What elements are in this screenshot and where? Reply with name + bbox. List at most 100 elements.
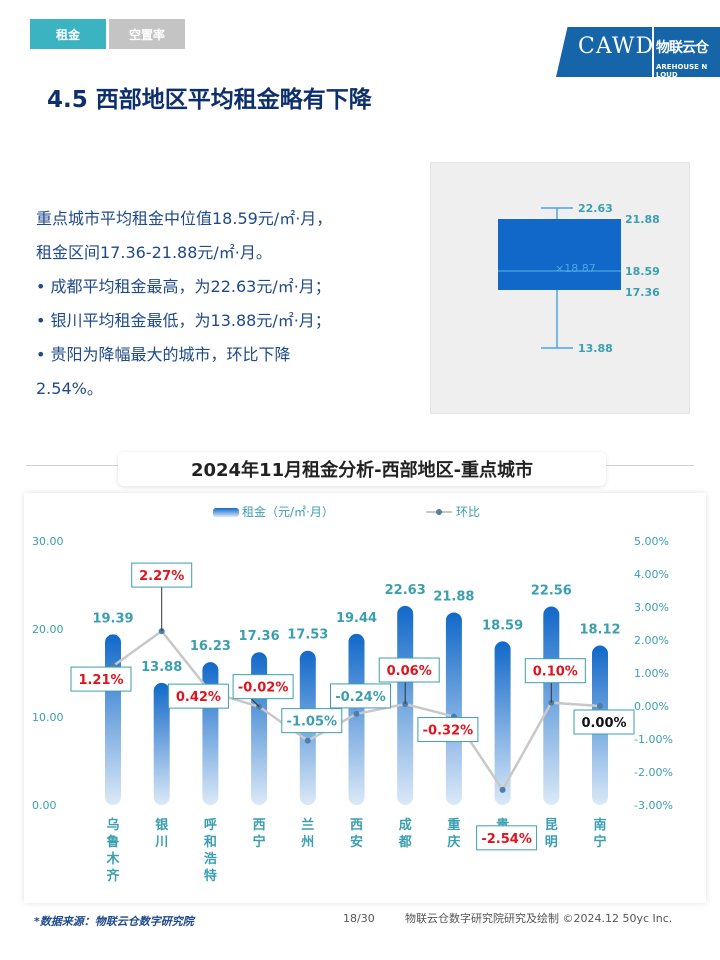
boxplot-mean-label: ×18.87 (555, 262, 596, 275)
mom-label: -0.02% (238, 681, 289, 696)
mom-label-leader (250, 698, 260, 708)
rent-bar (543, 606, 560, 805)
rent-bar-label: 19.39 (92, 611, 133, 626)
tab-rent[interactable]: 租金 (30, 19, 106, 49)
rent-bar (105, 634, 121, 805)
rent-bar-label: 18.12 (579, 623, 620, 638)
tab-vacancy-rate[interactable]: 空置率 (109, 19, 185, 49)
summary-bullet: • 贵阳为降幅最大的城市，环比下降 (36, 345, 291, 364)
rent-bar-label: 22.63 (385, 583, 426, 598)
mom-label-box (281, 708, 343, 734)
rent-bar (153, 682, 170, 805)
rent-bar-label: 17.53 (287, 628, 328, 643)
x-tick-label: 西安 (350, 818, 363, 850)
mom-label: 2.27% (139, 569, 184, 584)
y-right-tick-label: 0.00% (634, 700, 669, 713)
footer-credit: 物联云仓数字研究院研究及绘制 ©2024.12 50yc Inc. (405, 912, 673, 925)
y-right-tick-label: -1.00% (634, 733, 673, 746)
mom-label-box (524, 658, 586, 684)
y-left-tick-label: 30.00 (32, 535, 64, 548)
mom-label-box (70, 666, 132, 692)
y-right-tick-label: 1.00% (634, 667, 669, 680)
chart-section-title: 2024年11月租金分析-西部地区-重点城市 (118, 452, 606, 486)
mom-label-box (232, 674, 294, 700)
y-left-tick-label: 10.00 (32, 711, 64, 724)
data-source-note: *数据来源：物联云仓数字研究院 (34, 915, 194, 928)
logo-cawd-block: CAWD (556, 27, 652, 77)
summary-line: 租金区间17.36-21.88元/㎡·月。 (36, 243, 272, 262)
y-right-tick-label: -2.00% (634, 766, 673, 779)
logo-brand-en-sub: AREHOUSE N LOUD (656, 63, 708, 79)
mom-label: 1.21% (78, 673, 123, 688)
boxplot-panel: ×18.87 22.63 21.88 18.59 17.36 13.88 (430, 162, 690, 414)
x-tick-label: 成都 (398, 817, 412, 850)
mom-label-box (417, 717, 479, 743)
mom-label: -2.54% (481, 832, 532, 847)
y-right-tick-label: 3.00% (634, 601, 669, 614)
x-tick-label: 重庆 (446, 817, 460, 850)
mom-point (597, 703, 603, 709)
y-right-tick-label: 2.00% (634, 634, 669, 647)
boxplot-box (498, 219, 621, 290)
mom-label-box (330, 683, 391, 709)
x-tick-label: 乌鲁木齐 (105, 817, 120, 884)
x-tick-label: 呼和浩特 (204, 817, 217, 884)
legend-bar-swatch (213, 508, 239, 517)
rent-bar (348, 633, 365, 805)
mom-label: -1.05% (287, 715, 338, 730)
x-tick-label: 西宁 (253, 818, 266, 850)
mom-point (402, 701, 409, 708)
y-right-tick-label: 5.00% (634, 535, 669, 548)
mom-label: 0.10% (533, 665, 578, 680)
mom-label-box (131, 562, 193, 588)
legend-line-marker (436, 509, 442, 515)
y-right-tick-label: 4.00% (634, 568, 669, 581)
mom-label: -0.24% (335, 690, 386, 705)
mom-label-box (573, 709, 635, 735)
boxplot-q3-label: 21.88 (625, 213, 660, 226)
rent-bar-label: 19.44 (336, 611, 377, 626)
mom-point (499, 786, 506, 793)
legend-bar-label: 租金（元/㎡·月） (242, 504, 334, 519)
page-number: 18/30 (343, 912, 375, 925)
page-title: 4.5 西部地区平均租金略有下降 (47, 87, 372, 113)
x-tick-label: 昆明 (545, 817, 558, 850)
boxplot-min-label: 13.88 (578, 342, 613, 355)
mom-point (353, 710, 360, 717)
rent-bar (445, 612, 462, 805)
y-left-tick-label: 0.00 (32, 799, 57, 812)
boxplot-max-label: 22.63 (578, 202, 613, 215)
legend-line-label: 环比 (456, 505, 480, 519)
y-left-tick-label: 20.00 (32, 623, 64, 636)
rent-bar-label: 13.88 (141, 660, 182, 675)
cawd-logo: CAWD 物联云仓 AREHOUSE N LOUD (556, 27, 720, 79)
summary-line: 重点城市平均租金中位值18.59元/㎡·月， (36, 209, 333, 228)
summary-bullet: • 成都平均租金最高，为22.63元/㎡·月； (36, 277, 331, 296)
mom-label: -0.32% (423, 724, 474, 739)
rent-bar (494, 641, 511, 805)
x-tick-label: 南宁 (593, 817, 606, 850)
mom-point (548, 699, 555, 706)
rent-bar-label: 17.36 (239, 629, 280, 644)
rent-bar-label: 22.56 (531, 583, 572, 598)
mom-label-box (167, 683, 229, 709)
mom-point (304, 737, 311, 744)
x-tick-label: 兰州 (300, 817, 314, 850)
rent-bar-label: 18.59 (482, 618, 523, 633)
chart-card: 租金（元/㎡·月） 环比 0.00 10.00 20.00 30.00 -3.00% -2… (24, 493, 706, 903)
rent-bar-label: 21.88 (433, 589, 474, 604)
tab-bar: 租金 空置率 (30, 19, 185, 49)
logo-cn-block: 物联云仓 AREHOUSE N LOUD (654, 27, 720, 79)
summary-text: 重点城市平均租金中位值18.59元/㎡·月， 租金区间17.36-21.88元/… (36, 202, 416, 406)
x-tick-label: 银川 (154, 817, 169, 850)
mom-label-box (378, 657, 440, 683)
logo-brand-cn: 物联云仓 (656, 40, 709, 56)
summary-bullet: • 银川平均租金最低，为13.88元/㎡·月； (36, 311, 331, 330)
rent-chart-svg: 租金（元/㎡·月） 环比 0.00 10.00 20.00 30.00 -3.00% -2… (32, 504, 673, 884)
rent-bar-label: 16.23 (190, 639, 231, 654)
mom-label-box (476, 825, 538, 851)
boxplot-q1-label: 17.36 (625, 286, 660, 299)
boxplot-median-label: 18.59 (625, 265, 660, 278)
mom-label: 0.42% (176, 690, 221, 705)
y-right-tick-label: -3.00% (634, 799, 673, 812)
